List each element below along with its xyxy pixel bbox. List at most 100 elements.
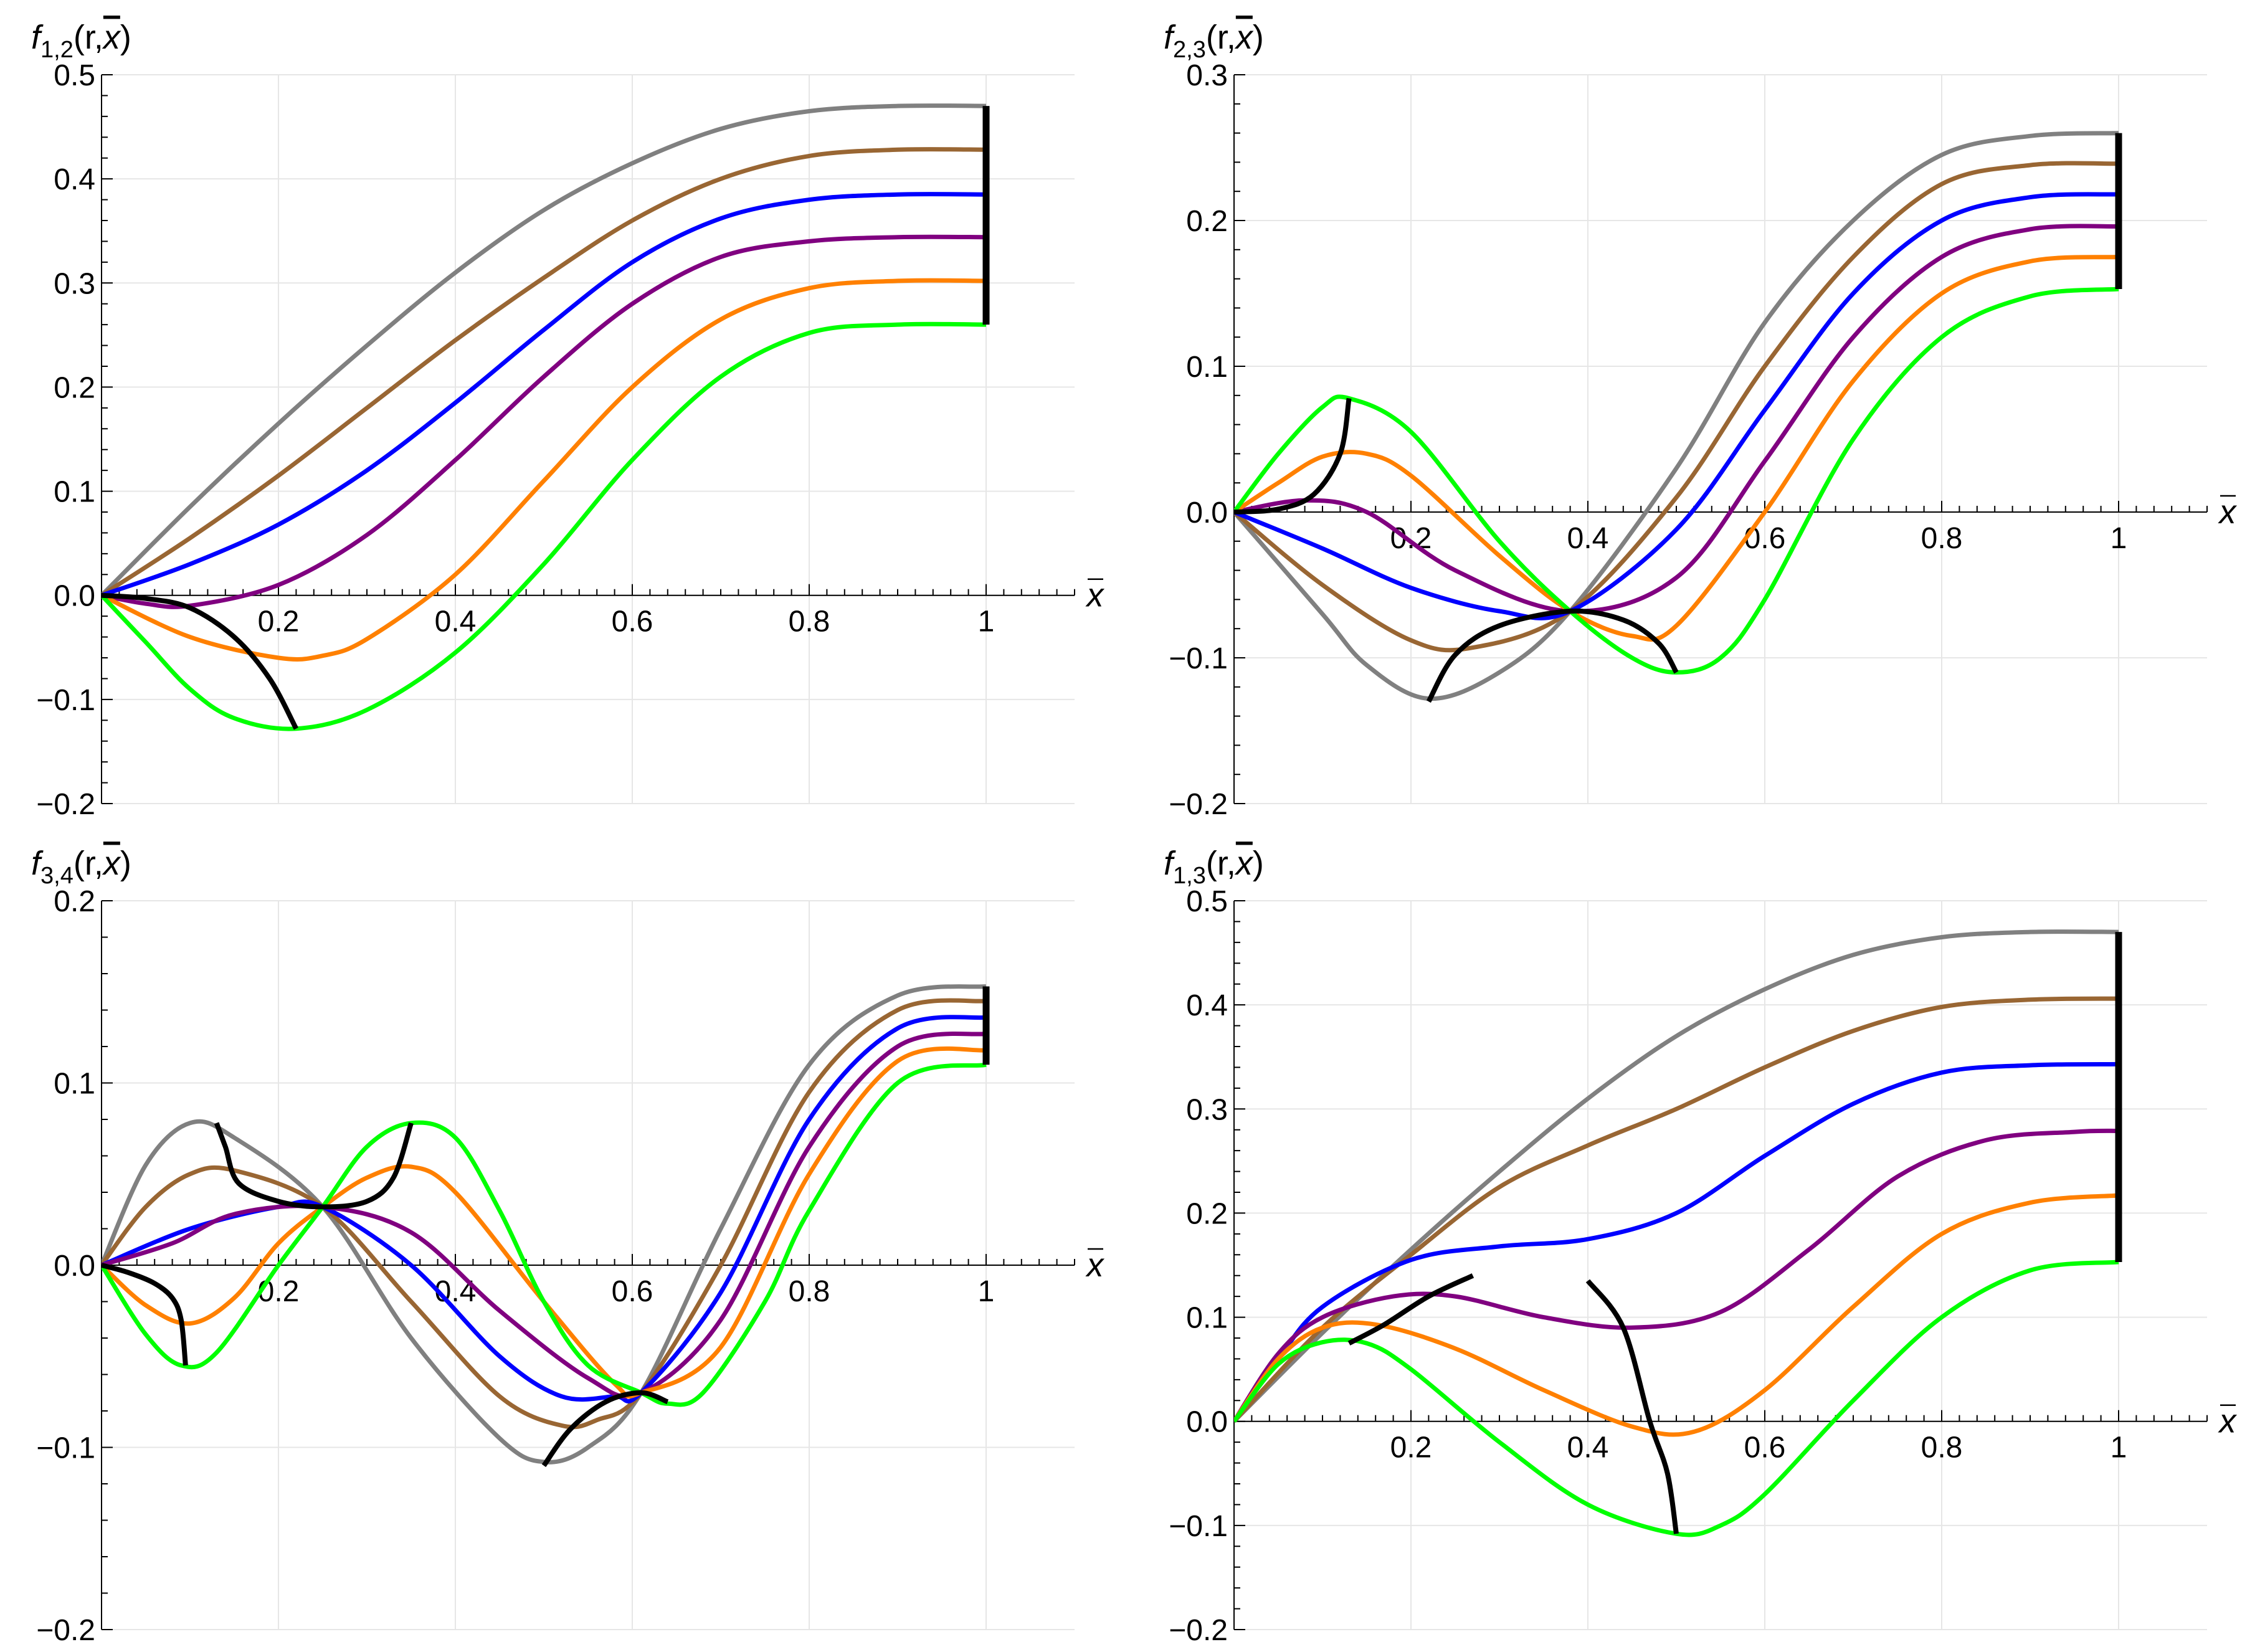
plot-area [1234, 929, 2122, 1537]
y-axis-label: f2,3(r,x) [1164, 19, 1264, 63]
y-label-subscript: 3,4 [40, 863, 74, 889]
series-purple [102, 234, 987, 609]
series-blue [1234, 192, 2119, 620]
series-blue [1234, 1061, 2119, 1423]
y-tick-label: 0.3 [1186, 59, 1228, 92]
boundary-curve-1 [1585, 1279, 1679, 1534]
y-label-args-left: (r, [74, 845, 103, 882]
series-gray [1234, 131, 2119, 701]
plot-area [1234, 131, 2122, 703]
boundary-curve-0 [1347, 1273, 1474, 1346]
y-label-args-right: ) [1253, 845, 1264, 882]
plot-area [102, 103, 990, 731]
y-label-args-right: ) [120, 845, 131, 882]
boundary-curve-0 [102, 592, 298, 730]
y-axis-label: f3,4(r,x) [31, 845, 131, 889]
chart-f23: 0.2 0.4 0.6 0.8 1−0.2−0.10.00.10.20.3xf2,3(r… [1164, 19, 2238, 821]
x-tick-label: 1 [978, 1275, 995, 1308]
y-tick-label: 0.4 [54, 163, 95, 196]
boundary-curve-0 [102, 1263, 188, 1366]
series-blue [102, 192, 987, 598]
x-tick-label: 1 [2111, 1431, 2127, 1464]
series-gray [102, 984, 987, 1464]
x-tick-label: 0.2 [258, 1275, 300, 1308]
x-tick-label: 0.6 [612, 1275, 653, 1308]
y-tick-label: −0.1 [36, 684, 95, 717]
series-blue [102, 1015, 987, 1403]
series-brown [102, 998, 987, 1430]
y-tick-label: −0.1 [1169, 642, 1228, 675]
y-tick-label: 0.1 [54, 476, 95, 509]
y-tick-label: 0.1 [54, 1068, 95, 1101]
boundary-curve-1 [1426, 608, 1679, 703]
y-tick-label: −0.2 [1169, 788, 1228, 821]
series-brown [1234, 996, 2119, 1423]
y-label-subscript: 1,3 [1173, 863, 1206, 889]
series-green [102, 321, 987, 731]
x-tick-label: 0.6 [612, 605, 653, 638]
x-tick-label: 0.6 [1744, 1431, 1786, 1464]
y-label-args-right: ) [120, 19, 131, 56]
x-tick-label: 0.4 [1567, 522, 1609, 555]
chart-f12: 0.2 0.4 0.6 0.8 1−0.2−0.10.00.10.20.30.40.5x… [31, 19, 1105, 821]
x-tick-label: 0.2 [1390, 1431, 1432, 1464]
boundary-curve-2 [541, 1390, 669, 1468]
chart-f13: 0.2 0.4 0.6 0.8 1−0.2−0.10.00.10.20.30.40.5x… [1164, 845, 2238, 1647]
series-brown [102, 147, 987, 597]
grid [1234, 74, 2207, 804]
y-tick-label: 0.1 [1186, 351, 1228, 384]
y-tick-label: 0.0 [54, 1250, 95, 1283]
plot-area [102, 984, 990, 1468]
y-label-xvar: x [102, 19, 121, 56]
y-tick-label: −0.2 [1169, 1614, 1228, 1647]
y-label-args-right: ) [1253, 19, 1264, 56]
y-tick-label: −0.1 [1169, 1510, 1228, 1543]
y-tick-label: 0.0 [1186, 496, 1228, 529]
y-tick-label: −0.1 [36, 1432, 95, 1465]
x-tick-label: 1 [978, 605, 995, 638]
y-tick-label: 0.0 [1186, 1406, 1228, 1439]
series-green [1234, 1260, 2119, 1537]
y-tick-label: −0.2 [36, 788, 95, 821]
boundary-curve-0 [1234, 397, 1352, 515]
x-tick-label: 0.4 [1567, 1431, 1609, 1464]
x-tick-label: 0.4 [435, 605, 477, 638]
x-axis-label: x [1085, 577, 1105, 614]
y-label-args-left: (r, [1206, 845, 1236, 882]
y-axis-label: f1,2(r,x) [31, 19, 131, 63]
y-tick-label: 0.1 [1186, 1302, 1228, 1335]
x-tick-label: 0.8 [1921, 522, 1963, 555]
x-axis-label: x [1085, 1246, 1105, 1284]
y-tick-label: 0.3 [1186, 1093, 1228, 1126]
x-axis-label: x [2218, 1403, 2238, 1440]
series-purple [1234, 224, 2119, 614]
series-orange [102, 278, 987, 662]
x-tick-label: 0.2 [258, 605, 300, 638]
series-purple [1234, 1128, 2119, 1423]
y-axis-label: f1,3(r,x) [1164, 845, 1264, 889]
x-axis-label: x [2218, 493, 2238, 531]
series-green [102, 1062, 987, 1407]
y-tick-label: −0.2 [36, 1614, 95, 1647]
y-label-subscript: 2,3 [1173, 37, 1206, 63]
y-tick-label: 0.2 [54, 371, 95, 404]
y-tick-label: 0.5 [54, 59, 95, 92]
boundary-curve-1 [214, 1122, 414, 1210]
x-tick-label: 0.8 [789, 605, 830, 638]
y-tick-label: 0.2 [54, 885, 95, 918]
y-tick-label: 0.3 [54, 267, 95, 300]
series-brown [1234, 161, 2119, 653]
series-gray [102, 103, 987, 597]
series-orange [1234, 1193, 2119, 1437]
y-label-xvar: x [1234, 19, 1254, 56]
y-tick-label: 0.0 [54, 580, 95, 613]
y-label-fn: f [31, 19, 44, 56]
x-tick-label: 0.8 [1921, 1431, 1963, 1464]
y-tick-label: 0.2 [1186, 1197, 1228, 1230]
y-label-args-left: (r, [74, 19, 103, 56]
y-label-subscript: 1,2 [40, 37, 74, 63]
series-purple [102, 1032, 987, 1399]
y-tick-label: 0.5 [1186, 885, 1228, 918]
